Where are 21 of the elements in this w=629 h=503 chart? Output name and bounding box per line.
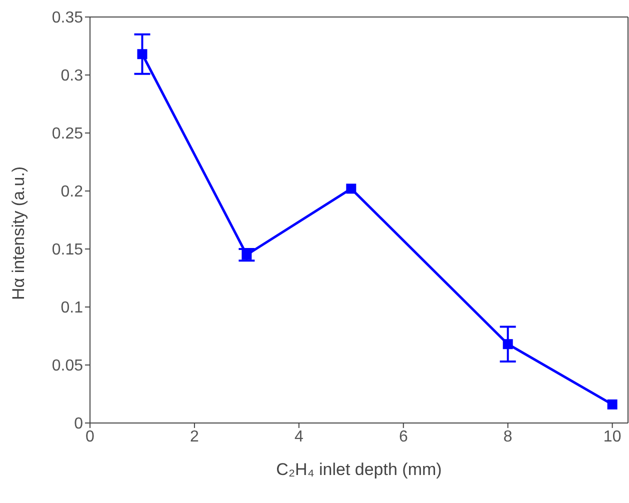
y-tick-label: 0.2 — [60, 184, 84, 201]
y-tick-label: 0.25 — [52, 126, 84, 143]
point — [502, 339, 513, 350]
point — [346, 184, 356, 194]
point — [242, 250, 252, 260]
y-axis-title: Hα intensity (a.u.) — [9, 166, 28, 300]
x-axis-title: C₂H₄ inlet depth (mm) — [276, 460, 442, 479]
y-tick-label: 0.05 — [52, 358, 84, 375]
x-tick-label: 8 — [503, 428, 512, 446]
point — [607, 399, 618, 410]
y-tick-label: 0.1 — [60, 300, 84, 317]
x-tick-label: 0 — [86, 428, 95, 446]
point — [137, 49, 148, 60]
x-tick-label: 2 — [190, 428, 200, 446]
y-tick-label: 0.3 — [60, 68, 84, 85]
y-tick-label: 0.15 — [52, 242, 84, 259]
x-tick-label: 10 — [603, 428, 622, 446]
y-tick-label: 0 — [74, 416, 84, 433]
x-tick-label: 4 — [294, 428, 304, 446]
x-tick-label: 6 — [398, 428, 408, 446]
y-tick-label: 0.35 — [52, 10, 84, 27]
